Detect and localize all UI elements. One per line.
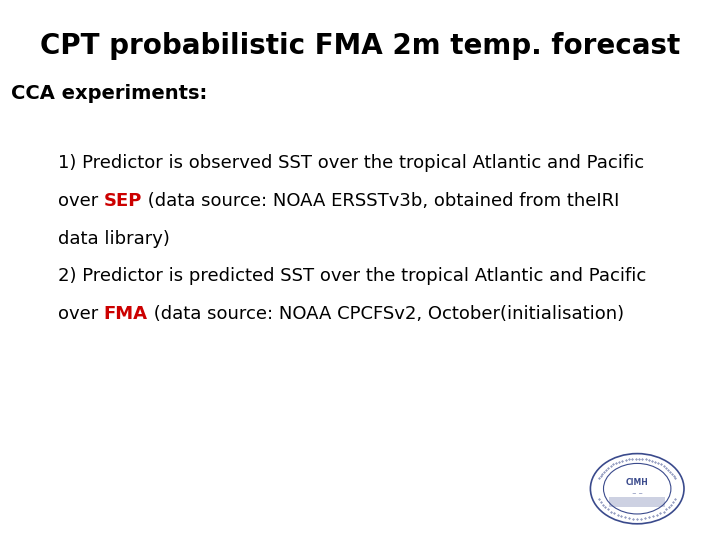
Text: (data source: NOAA ERSSTv3b, obtained from theIRI: (data source: NOAA ERSSTv3b, obtained fr… [142,192,619,210]
Text: CIMH: CIMH [626,478,649,487]
Text: 1) Predictor is observed SST over the tropical Atlantic and Pacific: 1) Predictor is observed SST over the tr… [58,154,644,172]
Text: CPT probabilistic FMA 2m temp. forecast: CPT probabilistic FMA 2m temp. forecast [40,32,680,60]
Text: FMA: FMA [104,305,148,323]
Text: CCA experiments:: CCA experiments: [11,84,207,103]
Text: 2) Predictor is predicted SST over the tropical Atlantic and Pacific: 2) Predictor is predicted SST over the t… [58,267,646,285]
Text: data library): data library) [58,230,169,247]
Text: over: over [58,192,104,210]
Text: over: over [58,305,104,323]
Text: ~ ~: ~ ~ [631,491,643,496]
Text: SEP: SEP [104,192,142,210]
Text: (data source: NOAA CPCFSv2, October(initialisation): (data source: NOAA CPCFSv2, October(init… [148,305,624,323]
FancyBboxPatch shape [609,497,665,507]
